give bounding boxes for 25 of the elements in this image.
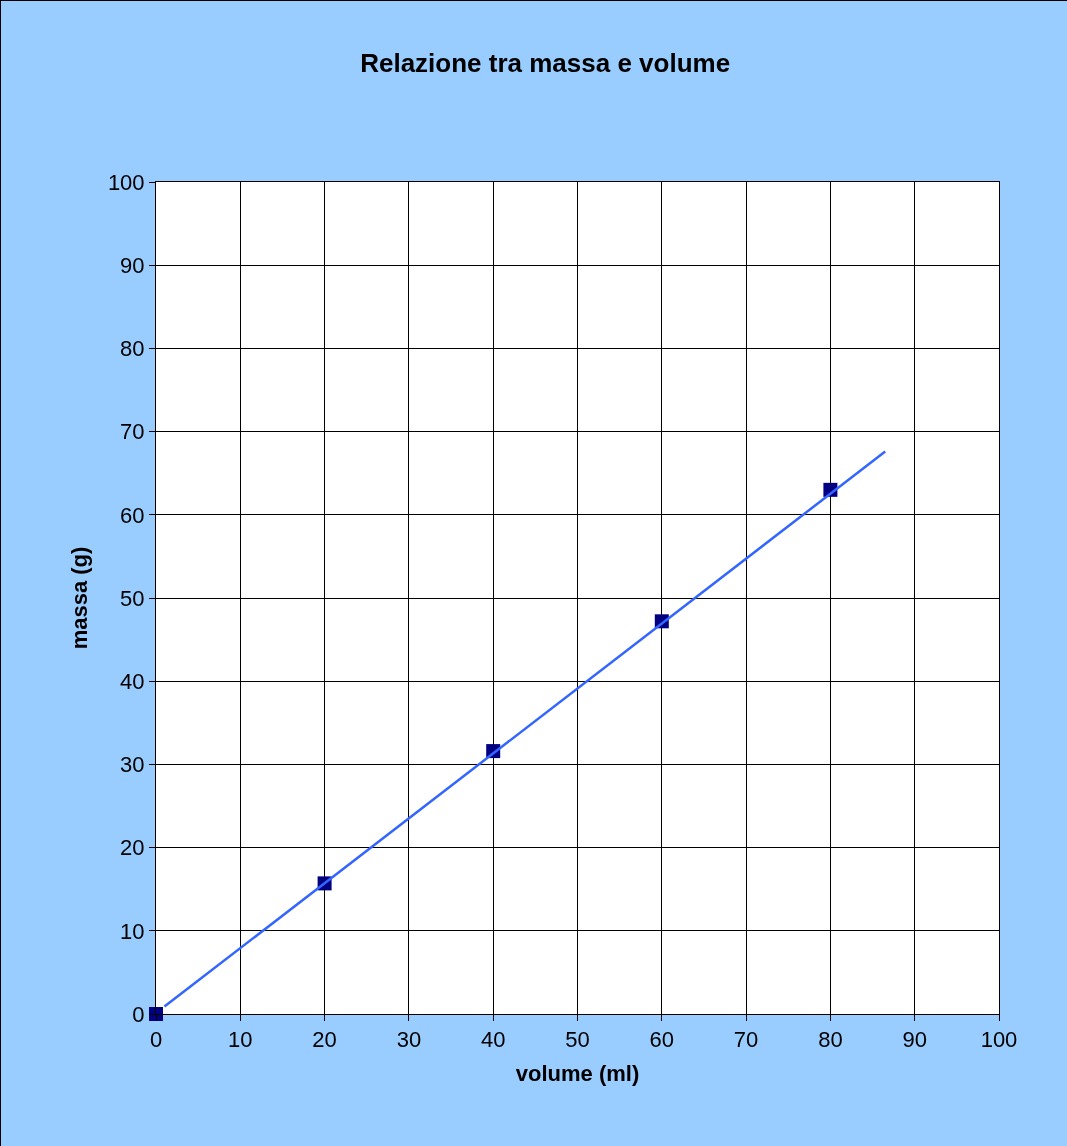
x-tick-label: 70: [733, 1027, 759, 1053]
y-tick-label: 50: [120, 585, 145, 611]
y-tick-label: 20: [120, 835, 145, 861]
y-tick-label: 40: [120, 668, 145, 694]
x-tick-label: 40: [480, 1027, 506, 1053]
chart-title: Relazione tra massa e volume: [360, 47, 731, 78]
y-tick-label: 0: [132, 1001, 145, 1027]
y-tick-label: 100: [107, 169, 145, 195]
y-tick-label: 80: [120, 336, 145, 362]
x-tick-label: 20: [312, 1027, 337, 1053]
x-tick-label: 50: [565, 1027, 590, 1053]
y-axis-title: massa (g): [66, 546, 92, 650]
y-tick-label: 10: [120, 918, 145, 944]
x-tick-label: 60: [649, 1027, 675, 1053]
x-tick-label: 10: [228, 1027, 253, 1053]
x-tick-label: 100: [980, 1027, 1018, 1053]
y-tick-label: 70: [120, 419, 145, 445]
x-tick-label: 0: [149, 1027, 163, 1053]
y-tick-label: 90: [120, 252, 145, 278]
x-tick-label: 30: [396, 1027, 422, 1053]
y-tick-label: 30: [120, 752, 145, 778]
x-tick-label: 80: [818, 1027, 843, 1053]
y-tick-label: 60: [120, 502, 145, 528]
x-tick-label: 90: [902, 1027, 927, 1053]
x-axis-title: volume (ml): [515, 1061, 640, 1087]
